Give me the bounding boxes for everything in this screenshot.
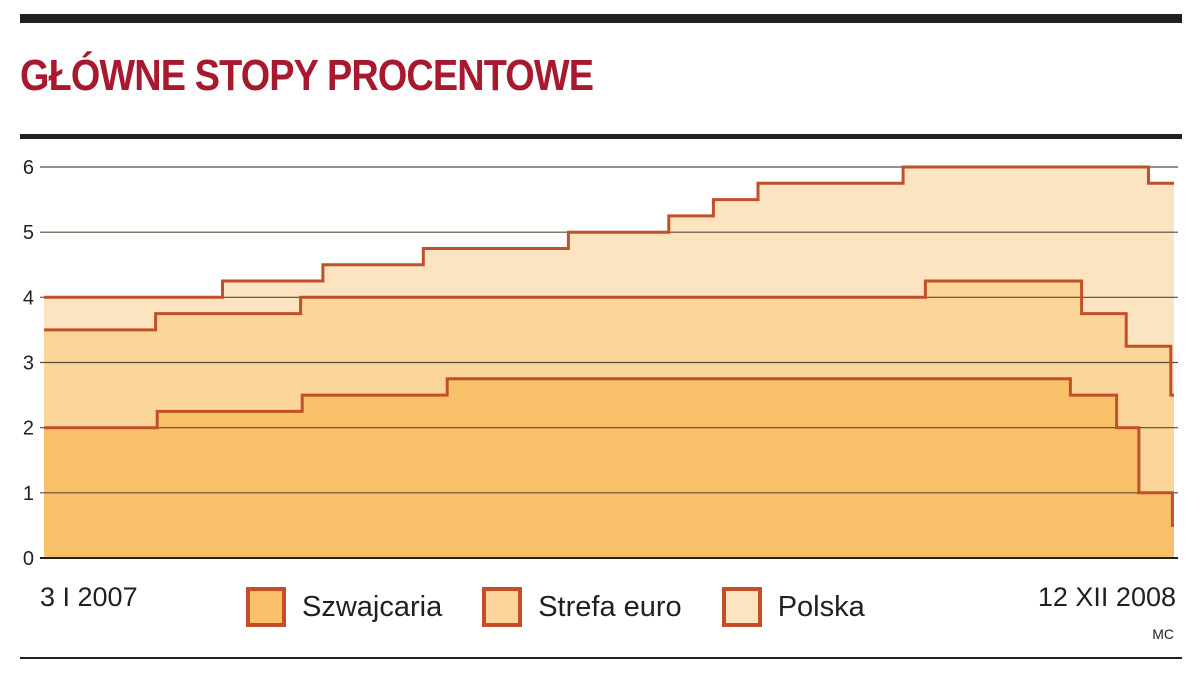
line-szwajcaria	[44, 377, 1174, 527]
y-tick-label-2: 2	[23, 418, 34, 440]
legend-label-strefa-euro: Strefa euro	[538, 590, 682, 623]
series-areas	[44, 167, 1174, 558]
legend-swatch-strefa-euro	[482, 587, 523, 627]
series-lines	[44, 165, 1174, 527]
y-tick-label-3: 3	[23, 353, 34, 375]
legend-label-polska: Polska	[777, 590, 865, 623]
y-tick-label-5: 5	[23, 222, 34, 244]
y-tick-label-0: 0	[23, 548, 34, 570]
legend-swatch-polska	[721, 587, 762, 627]
area-szwajcaria	[44, 378, 1174, 558]
legend-swatch-szwajcaria	[246, 587, 286, 627]
y-tick-label-4: 4	[23, 287, 34, 309]
interest-rate-chart: 0 1 2 3 4 5 6	[23, 157, 1178, 570]
line-strefa-euro	[44, 279, 1174, 397]
y-tick-label-6: 6	[23, 157, 34, 179]
legend-item-polska: Polska	[721, 587, 865, 627]
top-rule	[20, 14, 1182, 23]
x-axis-end-date: 12 XII 2008	[1037, 582, 1176, 612]
author-credit: MC	[1152, 626, 1174, 642]
y-axis-ticks: 0 1 2 3 4 5 6	[23, 157, 34, 570]
legend-item-szwajcaria: Szwajcaria	[246, 587, 442, 627]
legend-item-strefa-euro: Strefa euro	[482, 587, 682, 627]
x-axis-start-date: 3 I 2007	[40, 582, 138, 612]
legend-label-szwajcaria: Szwajcaria	[302, 590, 443, 623]
y-tick-label-1: 1	[23, 483, 34, 505]
line-polska	[44, 165, 1174, 299]
bottom-rule	[20, 657, 1182, 659]
chart-title: GŁÓWNE STOPY PROCENTOWE	[20, 51, 594, 100]
title-rule	[20, 134, 1182, 139]
legend: Szwajcaria Strefa euro Polska	[246, 587, 905, 627]
